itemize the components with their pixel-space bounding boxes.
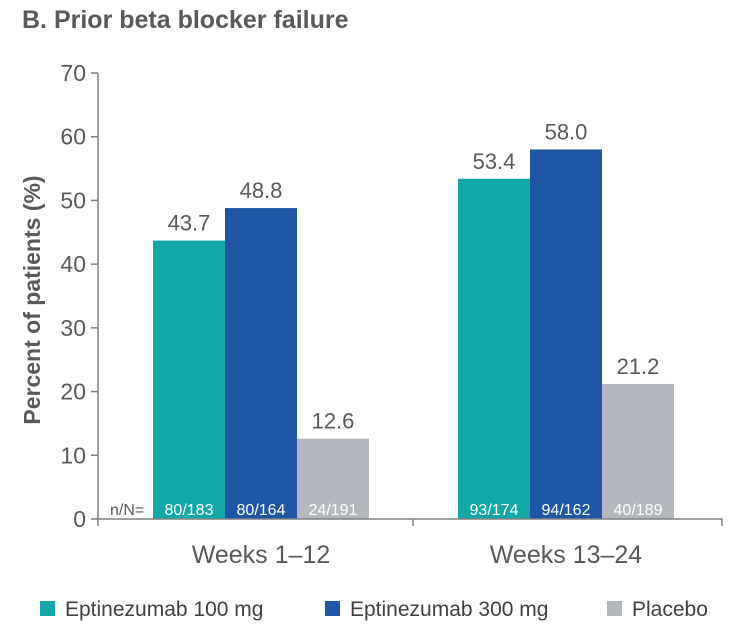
y-tick-label: 10 xyxy=(60,442,86,468)
axes-group xyxy=(97,73,723,526)
value-label: 58.0 xyxy=(545,119,588,144)
y-tick-label: 40 xyxy=(60,251,86,277)
category-label: Weeks 1–12 xyxy=(192,541,331,569)
value-label: 21.2 xyxy=(617,354,660,379)
value-label: 12.6 xyxy=(312,409,355,434)
bar-2-2 xyxy=(530,149,602,519)
value-label: 43.7 xyxy=(168,211,211,236)
legend-label: Placebo xyxy=(632,598,708,621)
n-label: 40/189 xyxy=(614,502,663,519)
legend-swatch xyxy=(325,601,340,616)
value-label: 53.4 xyxy=(473,149,516,174)
bar-3-2 xyxy=(602,383,674,519)
category-label: Weeks 13–24 xyxy=(490,541,643,569)
y-axis-ticks: 0 10 20 30 40 50 60 70 xyxy=(60,60,98,532)
bar-3-1 xyxy=(297,438,369,519)
bar-1-2 xyxy=(458,178,530,519)
chart-title: B. Prior beta blocker failure xyxy=(22,6,349,34)
y-tick-label: 30 xyxy=(60,315,86,341)
y-tick-label: 70 xyxy=(60,60,86,86)
n-label: 80/164 xyxy=(237,502,286,519)
bar-1-1 xyxy=(153,240,225,519)
legend-swatch xyxy=(40,601,55,616)
n-label: 93/174 xyxy=(470,502,519,519)
legend-label: Eptinezumab 100 mg xyxy=(65,598,263,621)
legend-label: Eptinezumab 300 mg xyxy=(350,598,548,621)
n-label: 24/191 xyxy=(309,502,358,519)
bar-2-1 xyxy=(225,208,297,519)
y-axis-label-group: Percent of patients (%) xyxy=(19,175,45,424)
bars-group: 43.7 80/183 48.8 80/164 12.6 24/191 53.4 93/174… xyxy=(110,119,674,519)
y-axis-label: Percent of patients (%) xyxy=(19,175,45,424)
category-labels: Weeks 1–12 Weeks 13–24 xyxy=(192,541,643,569)
y-tick-label: 50 xyxy=(60,187,86,213)
n-prefix-label: n/N= xyxy=(110,502,144,519)
y-tick-label: 60 xyxy=(60,124,86,150)
n-label: 94/162 xyxy=(542,502,591,519)
y-tick-label: 0 xyxy=(73,506,86,532)
n-label: 80/183 xyxy=(165,502,214,519)
value-label: 48.8 xyxy=(240,178,283,203)
y-tick-label: 20 xyxy=(60,379,86,405)
legend: Eptinezumab 100 mg Eptinezumab 300 mg Plac… xyxy=(40,598,708,621)
legend-swatch xyxy=(607,601,622,616)
